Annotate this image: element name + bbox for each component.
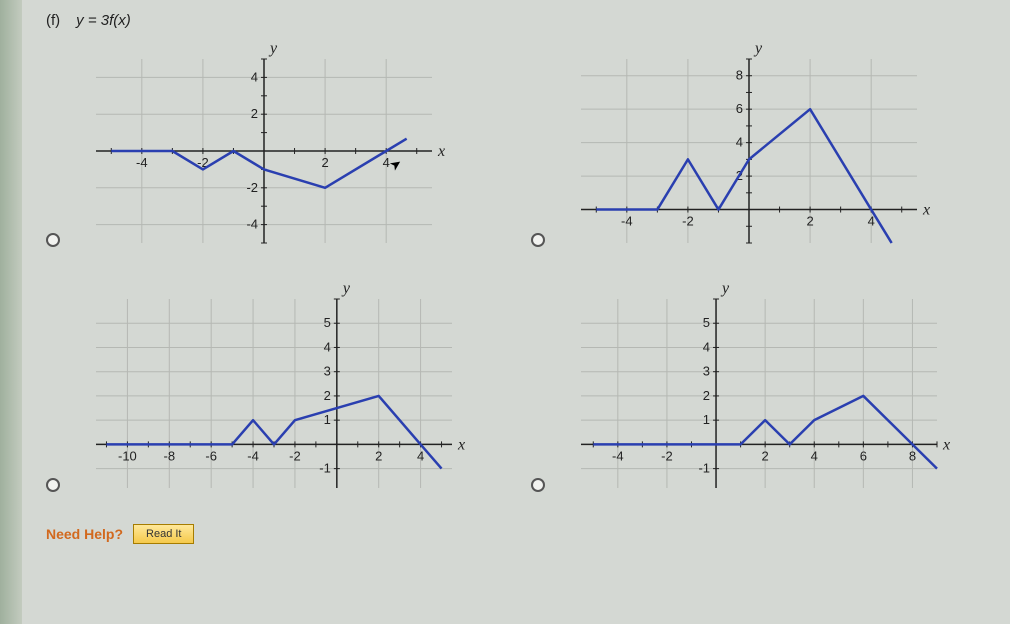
svg-text:6: 6 (736, 101, 743, 116)
read-it-button[interactable]: Read It (133, 524, 194, 544)
svg-text:2: 2 (321, 155, 328, 170)
svg-text:y: y (753, 40, 763, 57)
svg-text:x: x (457, 436, 465, 453)
radio-b[interactable] (531, 233, 545, 247)
question-equation: y = 3f(x) (76, 12, 131, 29)
svg-text:1: 1 (324, 412, 331, 427)
svg-text:2: 2 (324, 388, 331, 403)
svg-text:5: 5 (324, 315, 331, 330)
chart-b: -4-2242468yx (551, 37, 941, 267)
chart-c: -10 -8 -6 -4 -2 2 4 -1 1 2 3 4 5 y x (66, 277, 476, 512)
svg-text:4: 4 (251, 69, 258, 84)
svg-text:-8: -8 (164, 448, 176, 463)
svg-text:2: 2 (703, 388, 710, 403)
svg-text:y: y (341, 280, 351, 297)
svg-text:y: y (268, 40, 278, 57)
svg-text:-4: -4 (246, 217, 258, 232)
svg-text:-6: -6 (205, 448, 217, 463)
chart-a: -4-224-4-224yx➤ (66, 37, 456, 267)
svg-text:3: 3 (703, 364, 710, 379)
svg-text:8: 8 (909, 448, 916, 463)
option-c[interactable]: -10 -8 -6 -4 -2 2 4 -1 1 2 3 4 5 y x (46, 277, 501, 512)
svg-text:6: 6 (860, 448, 867, 463)
svg-text:4: 4 (703, 339, 710, 354)
svg-text:2: 2 (251, 106, 258, 121)
svg-text:-2: -2 (661, 448, 673, 463)
svg-text:8: 8 (736, 68, 743, 83)
svg-text:5: 5 (703, 315, 710, 330)
radio-a[interactable] (46, 233, 60, 247)
question-label: (f) y = 3f(x) (46, 12, 986, 29)
option-b[interactable]: -4-2242468yx (531, 37, 986, 267)
svg-text:2: 2 (762, 448, 769, 463)
svg-text:-1: -1 (698, 461, 710, 476)
svg-text:-4: -4 (247, 448, 259, 463)
radio-c[interactable] (46, 478, 60, 492)
svg-text:4: 4 (324, 339, 331, 354)
svg-text:x: x (922, 202, 930, 219)
svg-text:-1: -1 (319, 461, 331, 476)
option-d[interactable]: -4 -2 2 4 6 8 -1 1 2 3 4 5 y x (531, 277, 986, 512)
need-help-row: Need Help? Read It (46, 524, 986, 544)
svg-text:2: 2 (375, 448, 382, 463)
need-help-label: Need Help? (46, 526, 123, 542)
option-a[interactable]: -4-224-4-224yx➤ (46, 37, 501, 267)
svg-text:4: 4 (736, 135, 743, 150)
svg-text:-4: -4 (612, 448, 624, 463)
svg-text:-2: -2 (682, 214, 694, 229)
answer-options: -4-224-4-224yx➤ -4-2242468yx -10-8-6-4-2… (46, 37, 986, 512)
question-part: (f) (46, 12, 60, 29)
radio-d[interactable] (531, 478, 545, 492)
svg-text:4: 4 (417, 448, 424, 463)
svg-text:-2: -2 (246, 180, 258, 195)
svg-text:-2: -2 (289, 448, 301, 463)
svg-text:x: x (942, 436, 950, 453)
svg-text:3: 3 (324, 364, 331, 379)
svg-text:y: y (720, 280, 730, 297)
svg-text:2: 2 (806, 214, 813, 229)
chart-d: -4 -2 2 4 6 8 -1 1 2 3 4 5 y x (551, 277, 961, 512)
svg-text:1: 1 (703, 412, 710, 427)
svg-text:x: x (437, 143, 445, 160)
question-page: (f) y = 3f(x) -4-224-4-224yx➤ -4-2242468… (0, 0, 1010, 544)
svg-text:-4: -4 (621, 214, 633, 229)
svg-text:-4: -4 (136, 155, 148, 170)
left-gutter (0, 0, 22, 624)
svg-text:4: 4 (383, 155, 390, 170)
svg-text:-10: -10 (118, 448, 137, 463)
svg-text:4: 4 (811, 448, 818, 463)
